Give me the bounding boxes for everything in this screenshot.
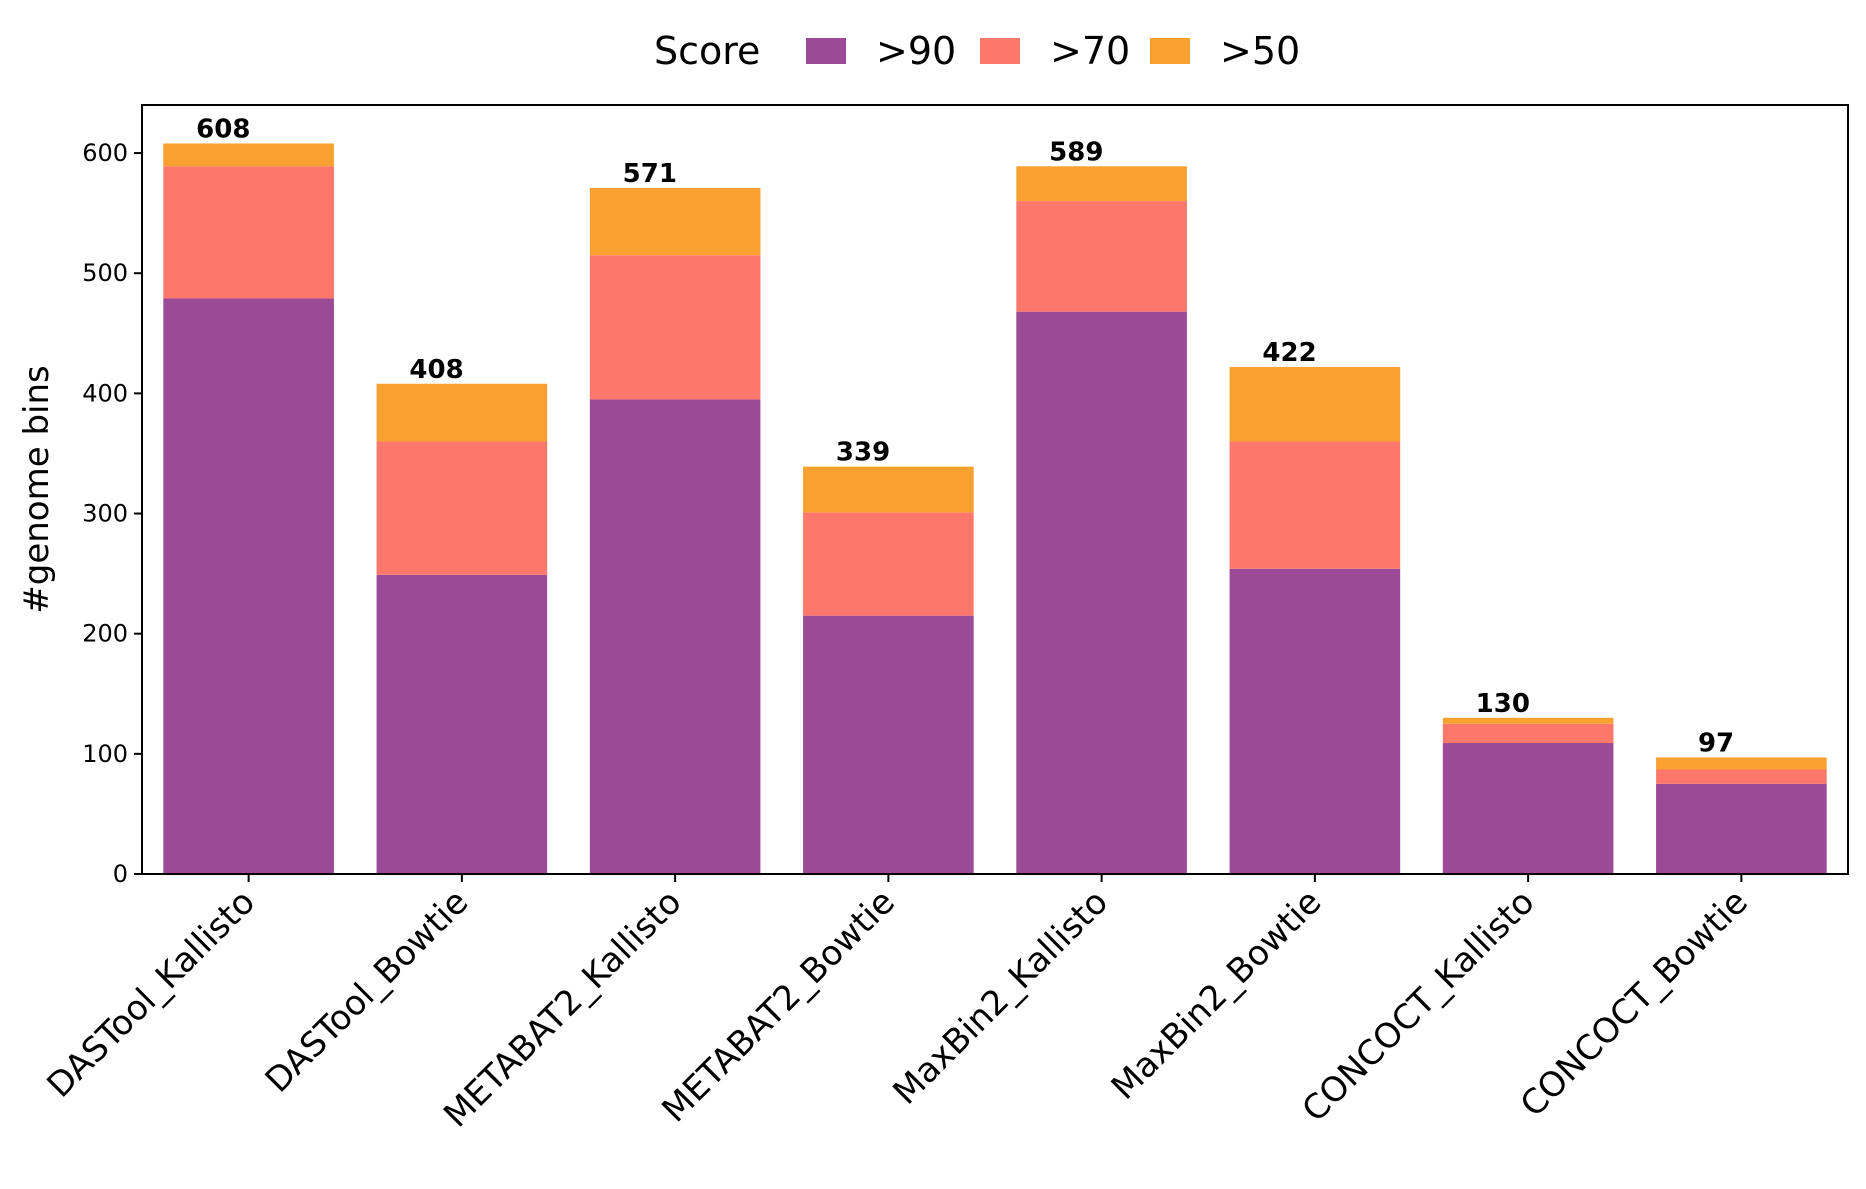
x-tick-label: DASTool_Bowtie <box>258 882 477 1101</box>
y-tick-label: 0 <box>113 860 128 888</box>
bar-segment-5-2 <box>1016 201 1187 312</box>
bar-segment-2-1 <box>376 574 548 874</box>
total-label: 608 <box>196 114 250 144</box>
bar-segment-7-2 <box>1442 723 1614 744</box>
y-axis-title: #genome bins <box>17 365 57 613</box>
legend-swatch <box>980 38 1020 64</box>
bar-segment-8-1 <box>1656 783 1827 874</box>
bar-segment-5-3 <box>1016 166 1187 202</box>
legend-label: >70 <box>1050 29 1130 73</box>
bars-group <box>163 143 1827 875</box>
bar-segment-8-3 <box>1656 757 1827 770</box>
bar-segment-3-1 <box>589 399 761 874</box>
total-label: 422 <box>1262 338 1316 368</box>
bar-segment-7-3 <box>1442 717 1614 724</box>
bar-segment-7-1 <box>1442 743 1614 874</box>
bar-segment-3-2 <box>589 255 761 400</box>
total-label: 408 <box>409 355 463 385</box>
legend-title: Score <box>654 29 760 73</box>
total-label: 589 <box>1049 137 1103 167</box>
y-axis: 0 100 200 300 400 500 600 <box>82 139 142 888</box>
bar-segment-4-1 <box>803 615 974 874</box>
y-tick-label: 500 <box>82 259 128 287</box>
y-tick-label: 100 <box>82 740 128 768</box>
bar-segment-8-2 <box>1656 769 1827 784</box>
legend-label: >50 <box>1220 29 1300 73</box>
x-tick-label: CONCOCT_Kallisto <box>1295 882 1543 1130</box>
y-tick-label: 300 <box>82 500 128 528</box>
total-label: 571 <box>623 159 677 189</box>
x-tick-label: MaxBin2_Kallisto <box>885 882 1115 1112</box>
total-label: 339 <box>836 438 890 468</box>
y-tick-label: 400 <box>82 379 128 407</box>
bar-segment-1-3 <box>163 143 334 167</box>
x-tick-label: MaxBin2_Bowtie <box>1104 882 1329 1107</box>
y-tick-label: 200 <box>82 620 128 648</box>
total-label: 130 <box>1476 689 1530 719</box>
bar-segment-2-3 <box>376 383 548 442</box>
bar-segment-3-3 <box>589 187 761 256</box>
plot-frame <box>141 104 1849 875</box>
bar-segment-2-2 <box>376 441 548 575</box>
bar-segment-6-3 <box>1229 366 1401 442</box>
total-labels-group: 608 408 571 339 589 422 130 97 <box>196 114 1734 758</box>
bar-segment-4-2 <box>803 512 974 616</box>
bar-segment-6-1 <box>1229 568 1401 874</box>
x-tick-label: METABAT2_Kallisto <box>436 882 689 1135</box>
total-label: 97 <box>1698 728 1734 758</box>
legend-swatch <box>806 38 846 64</box>
bar-segment-1-1 <box>163 298 334 875</box>
bar-segment-5-1 <box>1016 311 1187 874</box>
x-tick-label: DASTool_Kallisto <box>39 882 263 1106</box>
legend-swatch <box>1150 38 1190 64</box>
legend: Score >90 >70 >50 <box>654 29 1300 73</box>
x-tick-label: METABAT2_Bowtie <box>654 882 902 1130</box>
x-axis: DASTool_KallistoDASTool_BowtieMETABAT2_K… <box>39 874 1756 1135</box>
legend-label: >90 <box>876 29 956 73</box>
bar-segment-6-2 <box>1229 441 1401 569</box>
x-tick-label: CONCOCT_Bowtie <box>1513 882 1756 1125</box>
y-tick-label: 600 <box>82 139 128 167</box>
bar-segment-4-3 <box>803 466 974 513</box>
bar-segment-1-2 <box>163 166 334 299</box>
